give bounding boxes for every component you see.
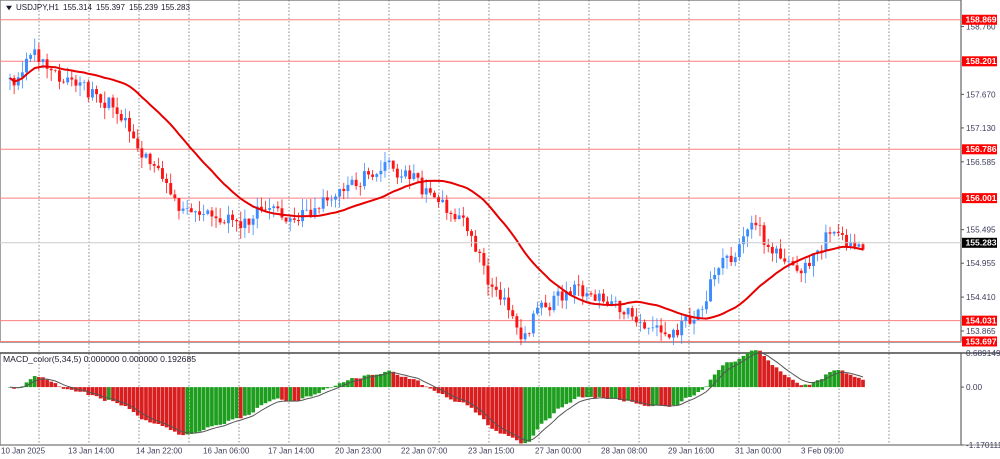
svg-text:MACD_color(5,34,5) 0.000000 0.: MACD_color(5,34,5) 0.000000 0.000000 0.1…: [3, 354, 196, 364]
svg-text:27 Jan 00:00: 27 Jan 00:00: [535, 446, 582, 455]
svg-text:154.955: 154.955: [966, 259, 996, 268]
svg-text:155.397: 155.397: [96, 3, 125, 12]
svg-text:13 Jan 14:00: 13 Jan 14:00: [68, 446, 115, 455]
svg-text:155.239: 155.239: [129, 3, 158, 12]
svg-text:-1.170111: -1.170111: [966, 440, 1000, 450]
svg-text:31 Jan 00:00: 31 Jan 00:00: [735, 446, 782, 455]
svg-text:157.130: 157.130: [966, 124, 996, 133]
svg-text:156.585: 156.585: [966, 158, 996, 167]
svg-text:0.00: 0.00: [966, 382, 983, 392]
svg-text:158.201: 158.201: [966, 56, 997, 66]
svg-text:14 Jan 22:00: 14 Jan 22:00: [136, 446, 183, 455]
svg-text:154.031: 154.031: [966, 316, 997, 326]
svg-text:157.670: 157.670: [966, 90, 996, 99]
svg-text:156.786: 156.786: [966, 144, 997, 154]
svg-text:20 Jan 23:00: 20 Jan 23:00: [335, 446, 382, 455]
svg-text:29 Jan 16:00: 29 Jan 16:00: [668, 446, 715, 455]
svg-text:17 Jan 14:00: 17 Jan 14:00: [268, 446, 315, 455]
svg-text:153.865: 153.865: [966, 327, 996, 336]
svg-text:155.283: 155.283: [966, 238, 997, 248]
svg-text:156.001: 156.001: [966, 193, 997, 203]
svg-text:153.697: 153.697: [966, 336, 997, 346]
svg-text:0.689149: 0.689149: [966, 348, 1000, 358]
svg-text:10 Jan 2025: 10 Jan 2025: [1, 446, 46, 455]
svg-text:28 Jan 08:00: 28 Jan 08:00: [601, 446, 648, 455]
svg-text:USDJPY,H1: USDJPY,H1: [16, 3, 60, 12]
svg-text:158.869: 158.869: [966, 15, 997, 25]
svg-text:23 Jan 15:00: 23 Jan 15:00: [468, 446, 515, 455]
svg-text:155.314: 155.314: [63, 3, 92, 12]
svg-text:154.410: 154.410: [966, 293, 996, 302]
svg-text:3 Feb 09:00: 3 Feb 09:00: [801, 446, 844, 455]
svg-text:22 Jan 07:00: 22 Jan 07:00: [401, 446, 448, 455]
svg-text:155.283: 155.283: [161, 3, 190, 12]
svg-text:16 Jan 06:00: 16 Jan 06:00: [203, 446, 250, 455]
svg-text:155.495: 155.495: [966, 226, 996, 235]
